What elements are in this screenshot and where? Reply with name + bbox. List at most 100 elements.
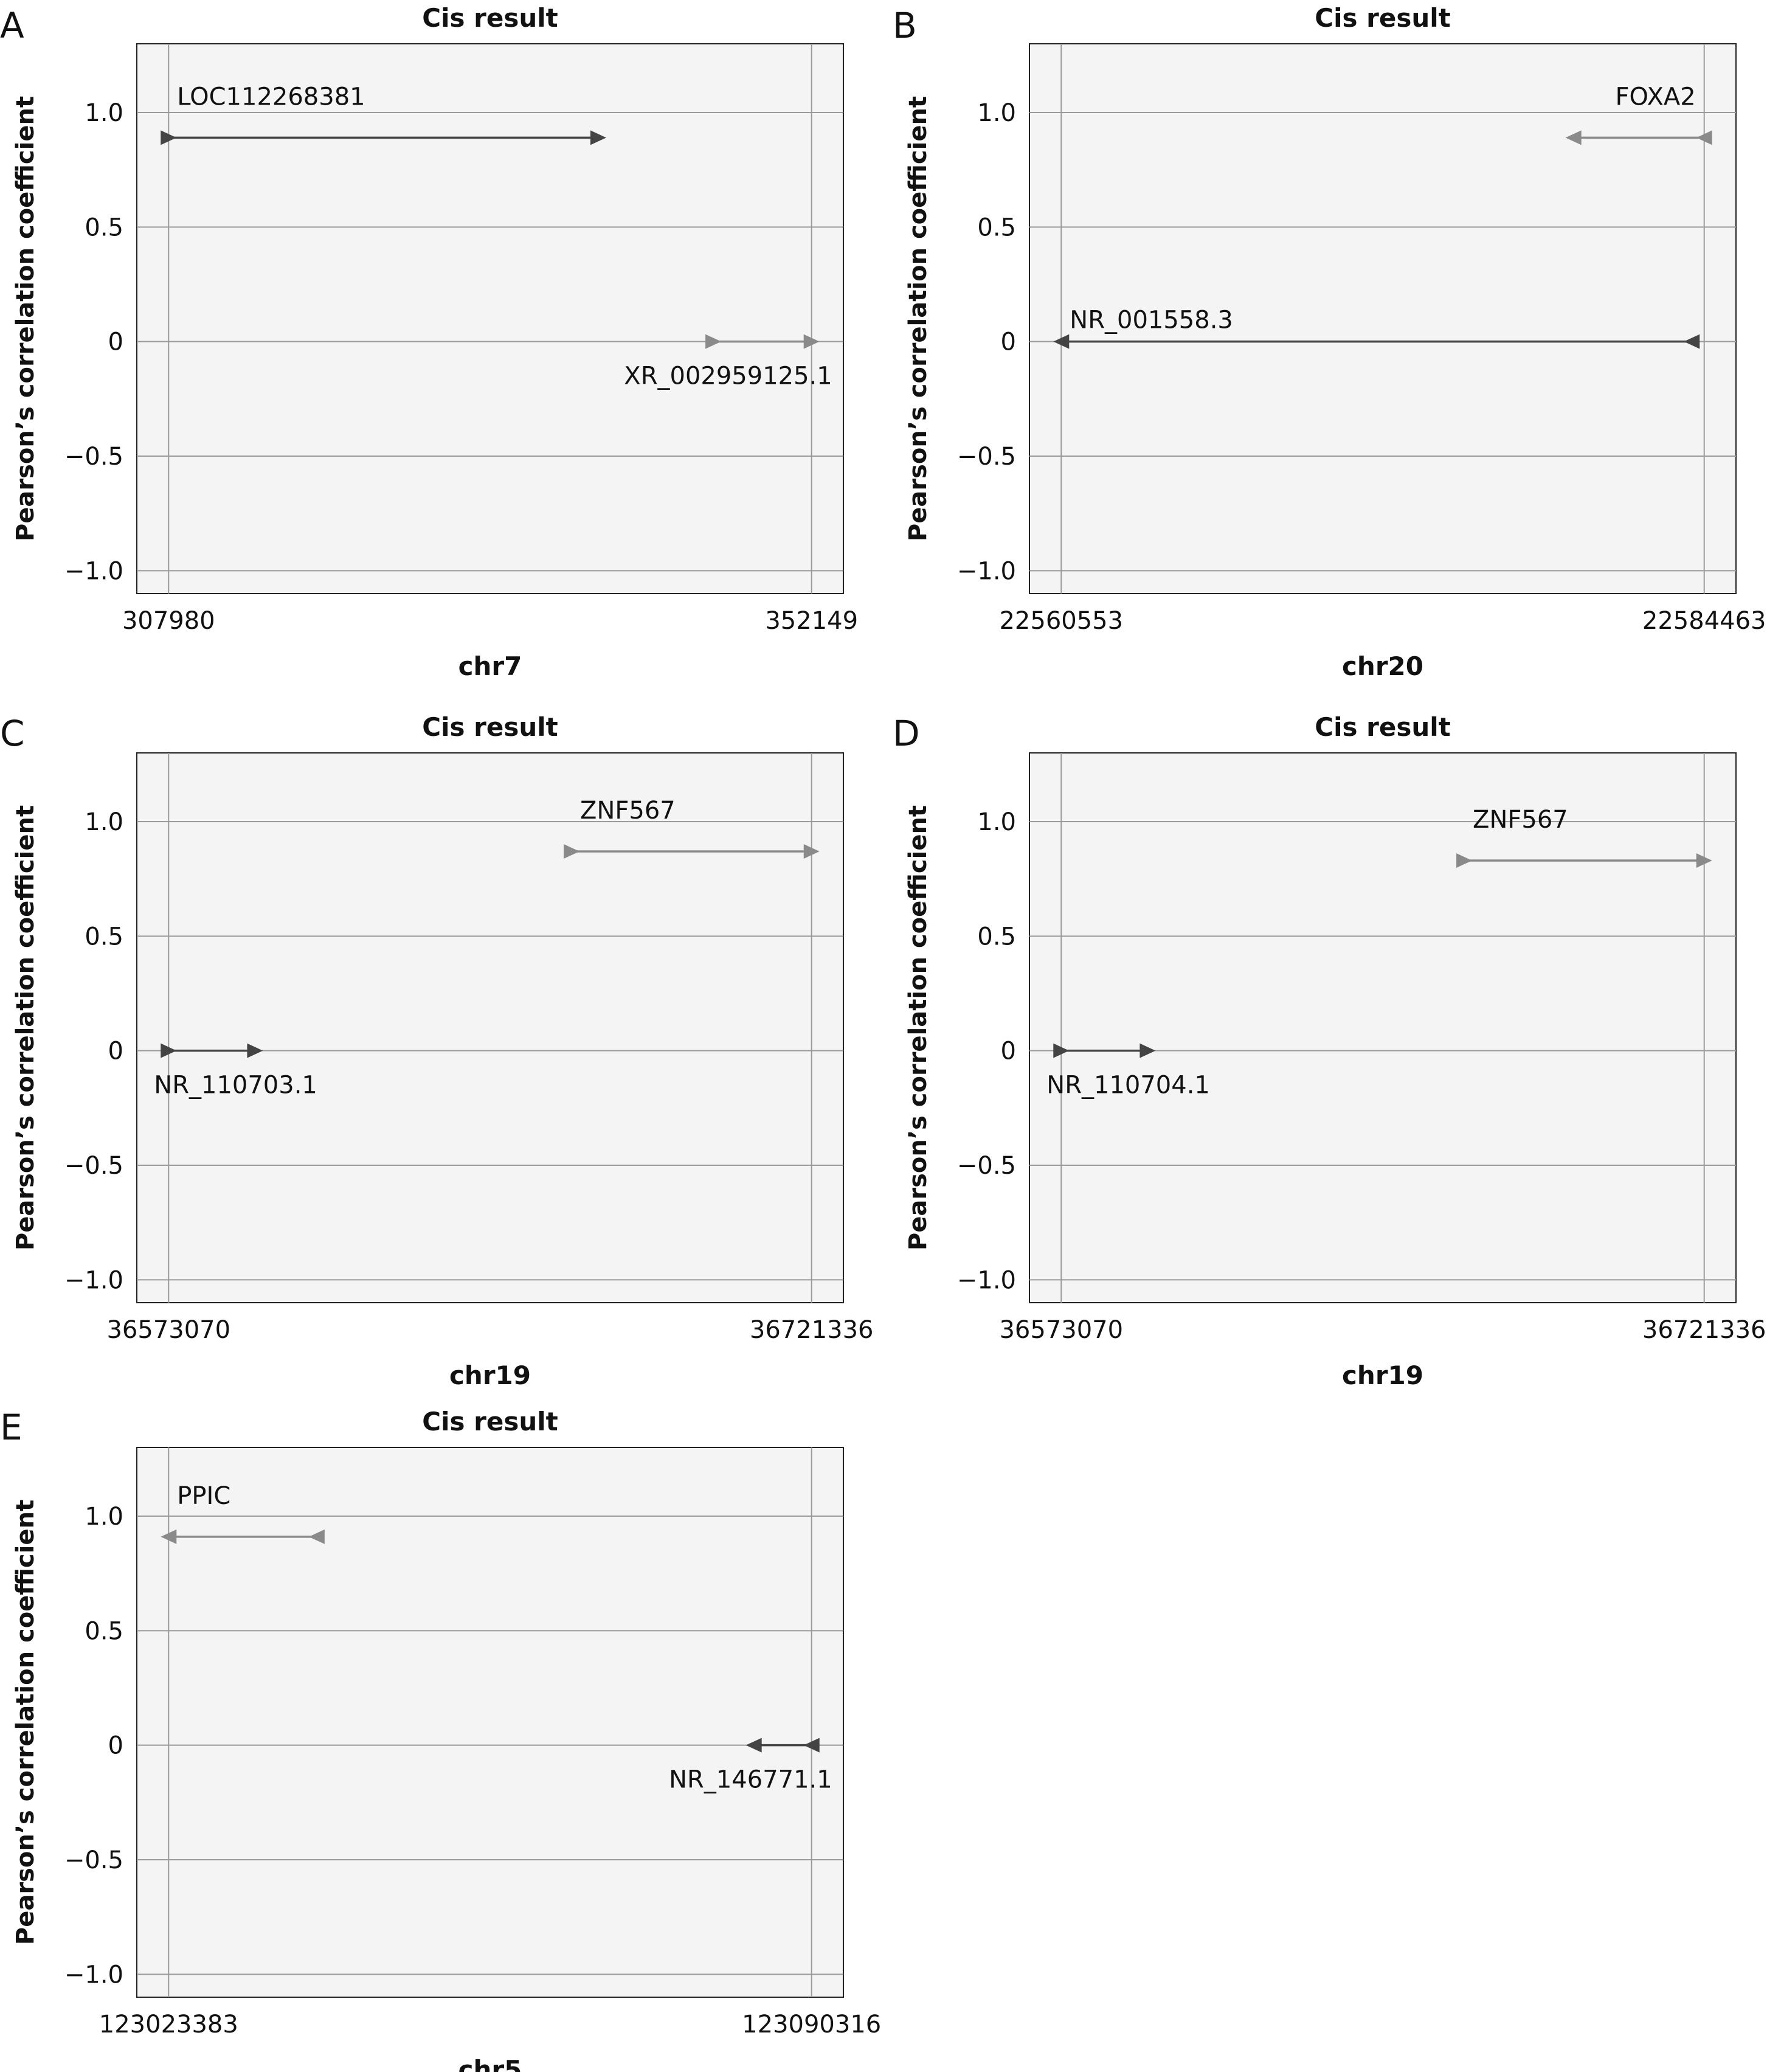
y-tick-label: 0.5: [85, 213, 123, 241]
gene-endpoint-marker: [1053, 334, 1070, 349]
chart-title: Cis result: [1315, 3, 1450, 33]
x-tick-label: 22584463: [1642, 607, 1766, 635]
y-tick-label: 0: [1001, 1038, 1016, 1065]
panel-letter: D: [893, 713, 920, 754]
x-tick-label: 307980: [122, 607, 215, 635]
gene-endpoint-marker: [1053, 1043, 1070, 1058]
gene-label: ZNF567: [580, 797, 676, 825]
gene-loc112268381: LOC112268381: [161, 83, 607, 145]
panel-a: A 1.0 0.5 0 −0.5 −1.0 307980 352149 Cis result ch…: [0, 3, 858, 681]
gene-label: XR_002959125.1: [624, 362, 832, 390]
gene-endpoint-marker: [161, 1529, 177, 1544]
gene-endpoint-marker: [308, 1529, 325, 1544]
x-tick-label: 36721336: [1642, 1316, 1766, 1344]
chart-title: Cis result: [1315, 712, 1450, 742]
x-tick-label: 123023383: [99, 2011, 238, 2039]
y-tick-label: −0.5: [64, 443, 123, 471]
gene-nr-001558-3: NR_001558.3: [1053, 307, 1700, 349]
gene-label: NR_110704.1: [1046, 1072, 1210, 1100]
x-tick-label: 123090316: [742, 2011, 881, 2039]
gene-label: PPIC: [177, 1482, 230, 1510]
y-tick-label: 1.0: [977, 808, 1016, 836]
panel-b: B 1.0 0.5 0 −0.5 −1.0 22560553 22584463 Cis resu…: [893, 3, 1766, 681]
gene-endpoint-marker: [1684, 334, 1700, 349]
x-axis-label: chr19: [1342, 1360, 1423, 1390]
gene-endpoint-marker: [705, 334, 722, 349]
y-tick-label: 0.5: [85, 923, 123, 951]
gene-endpoint-marker: [247, 1043, 263, 1058]
y-tick-label: 0.5: [977, 923, 1016, 951]
gene-label: NR_001558.3: [1070, 307, 1233, 334]
y-tick-label: 0.5: [85, 1617, 123, 1645]
x-tick-label: 22560553: [999, 607, 1123, 635]
gene-endpoint-marker: [803, 844, 820, 859]
gene-endpoint-marker: [1456, 853, 1473, 868]
y-axis-label: Pearson’s correlation coefficient: [904, 96, 932, 541]
y-tick-label: −0.5: [64, 1846, 123, 1874]
gene-endpoint-marker: [1139, 1043, 1156, 1058]
panel-letter: A: [0, 5, 24, 46]
gene-endpoint-marker: [1696, 853, 1712, 868]
y-tick-label: −1.0: [64, 1961, 123, 1989]
panel-d: D 1.0 0.5 0 −0.5 −1.0 36573070 36721336 Cis resu…: [893, 712, 1766, 1390]
y-tick-label: 0: [108, 328, 123, 356]
gene-nr-146771-1: NR_146771.1: [669, 1738, 832, 1794]
y-tick-label: −1.0: [64, 1266, 123, 1294]
y-tick-label: 0: [108, 1038, 123, 1065]
gene-label: FOXA2: [1616, 83, 1696, 111]
x-axis-label: chr19: [449, 1360, 531, 1390]
chart-title: Cis result: [422, 712, 558, 742]
plot-area: [1029, 752, 1737, 1303]
y-axis-label: Pearson’s correlation coefficient: [12, 96, 40, 541]
y-tick-label: 1.0: [85, 99, 123, 127]
gene-endpoint-marker: [803, 334, 820, 349]
y-tick-label: 1.0: [85, 1503, 123, 1531]
plot-area: [1029, 43, 1737, 594]
gene-endpoint-marker: [564, 844, 580, 859]
gene-label: ZNF567: [1473, 806, 1568, 834]
gene-nr-110703-1: NR_110703.1: [154, 1043, 317, 1100]
gene-nr-110704-1: NR_110704.1: [1046, 1043, 1210, 1100]
gene-znf567: ZNF567: [564, 797, 820, 859]
gene-endpoint-marker: [590, 130, 607, 145]
gene-endpoint-marker: [1565, 130, 1582, 145]
chart-title: Cis result: [422, 3, 558, 33]
gene-label: NR_110703.1: [154, 1072, 317, 1100]
gene-znf567: ZNF567: [1456, 806, 1712, 868]
y-tick-label: 0: [108, 1732, 123, 1760]
gene-xr-002959125-1: XR_002959125.1: [624, 334, 832, 390]
plot-area: [136, 1447, 844, 1998]
panel-letter: C: [0, 713, 25, 754]
gene-label: LOC112268381: [177, 83, 365, 111]
x-tick-label: 352149: [765, 607, 858, 635]
y-axis-label: Pearson’s correlation coefficient: [12, 805, 40, 1250]
x-tick-label: 36721336: [750, 1316, 874, 1344]
y-tick-label: −1.0: [957, 1266, 1016, 1294]
y-tick-label: 1.0: [85, 808, 123, 836]
y-axis-label: Pearson’s correlation coefficient: [904, 805, 932, 1250]
x-axis-label: chr7: [458, 651, 522, 681]
y-tick-label: −0.5: [957, 443, 1016, 471]
y-tick-label: −0.5: [957, 1152, 1016, 1180]
y-tick-label: 0.5: [977, 213, 1016, 241]
y-tick-label: −0.5: [64, 1152, 123, 1180]
gene-label: NR_146771.1: [669, 1766, 832, 1794]
gene-endpoint-marker: [745, 1738, 762, 1753]
x-axis-label: chr5: [458, 2055, 522, 2072]
y-tick-label: −1.0: [64, 557, 123, 585]
x-tick-label: 36573070: [999, 1316, 1123, 1344]
panel-letter: E: [0, 1407, 22, 1448]
y-tick-label: 1.0: [977, 99, 1016, 127]
gene-endpoint-marker: [803, 1738, 820, 1753]
panel-letter: B: [893, 5, 917, 46]
plot-area: [136, 43, 844, 594]
panel-e: E 1.0 0.5 0 −0.5 −1.0 123023383 123090316 Cis re…: [0, 1407, 881, 2072]
y-axis-label: Pearson’s correlation coefficient: [12, 1500, 40, 1945]
gene-endpoint-marker: [1696, 130, 1712, 145]
panel-c: C 1.0 0.5 0 −0.5 −1.0 36573070 36721336 Cis resu…: [0, 712, 874, 1390]
x-tick-label: 36573070: [106, 1316, 230, 1344]
gene-foxa2: FOXA2: [1565, 83, 1712, 145]
gene-ppic: PPIC: [161, 1482, 325, 1544]
gene-endpoint-marker: [161, 130, 177, 145]
